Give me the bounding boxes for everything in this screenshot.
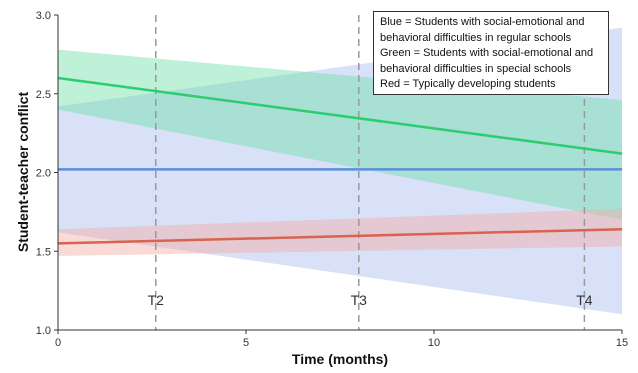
y-tick-label-1: 1.5 bbox=[36, 246, 51, 258]
confidence-band-2 bbox=[58, 208, 622, 256]
y-axis-title: Student-teacher conflict bbox=[15, 92, 31, 253]
x-tick-label-0: 0 bbox=[55, 337, 61, 349]
series-line-2 bbox=[57, 227, 623, 245]
legend-line-blue-cont: behavioral difficulties in regular schoo… bbox=[380, 31, 572, 44]
confidence-band-0 bbox=[58, 27, 622, 315]
legend-line-green: Green = Students with social-emotional a… bbox=[380, 47, 594, 60]
time-marker-label-1: T3 bbox=[351, 292, 368, 308]
x-axis-title: Time (months) bbox=[292, 351, 388, 367]
y-tick-label-3: 2.5 bbox=[36, 89, 51, 101]
legend: Blue = Students with social-emotional an… bbox=[373, 11, 609, 95]
y-tick-label-2: 2.0 bbox=[36, 168, 51, 180]
series-lines bbox=[57, 76, 623, 245]
legend-line-blue: Blue = Students with social-emotional an… bbox=[380, 16, 585, 28]
series-line-1 bbox=[57, 76, 623, 155]
x-tick-label-1: 5 bbox=[243, 337, 249, 349]
axes: 1.0 1.5 2.0 2.5 3.0 0 5 10 15 bbox=[36, 10, 628, 349]
y-tick-label-4: 3.0 bbox=[36, 10, 51, 22]
x-tick-label-3: 15 bbox=[616, 337, 628, 349]
time-marker-label-2: T4 bbox=[576, 292, 593, 308]
x-tick-label-2: 10 bbox=[428, 337, 440, 349]
legend-line-green-cont: behavioral difficulties in special schoo… bbox=[380, 62, 572, 75]
time-marker-label-0: T2 bbox=[148, 292, 165, 308]
legend-line-red: Red = Typically developing students bbox=[380, 78, 556, 91]
y-tick-label-0: 1.0 bbox=[36, 325, 51, 337]
